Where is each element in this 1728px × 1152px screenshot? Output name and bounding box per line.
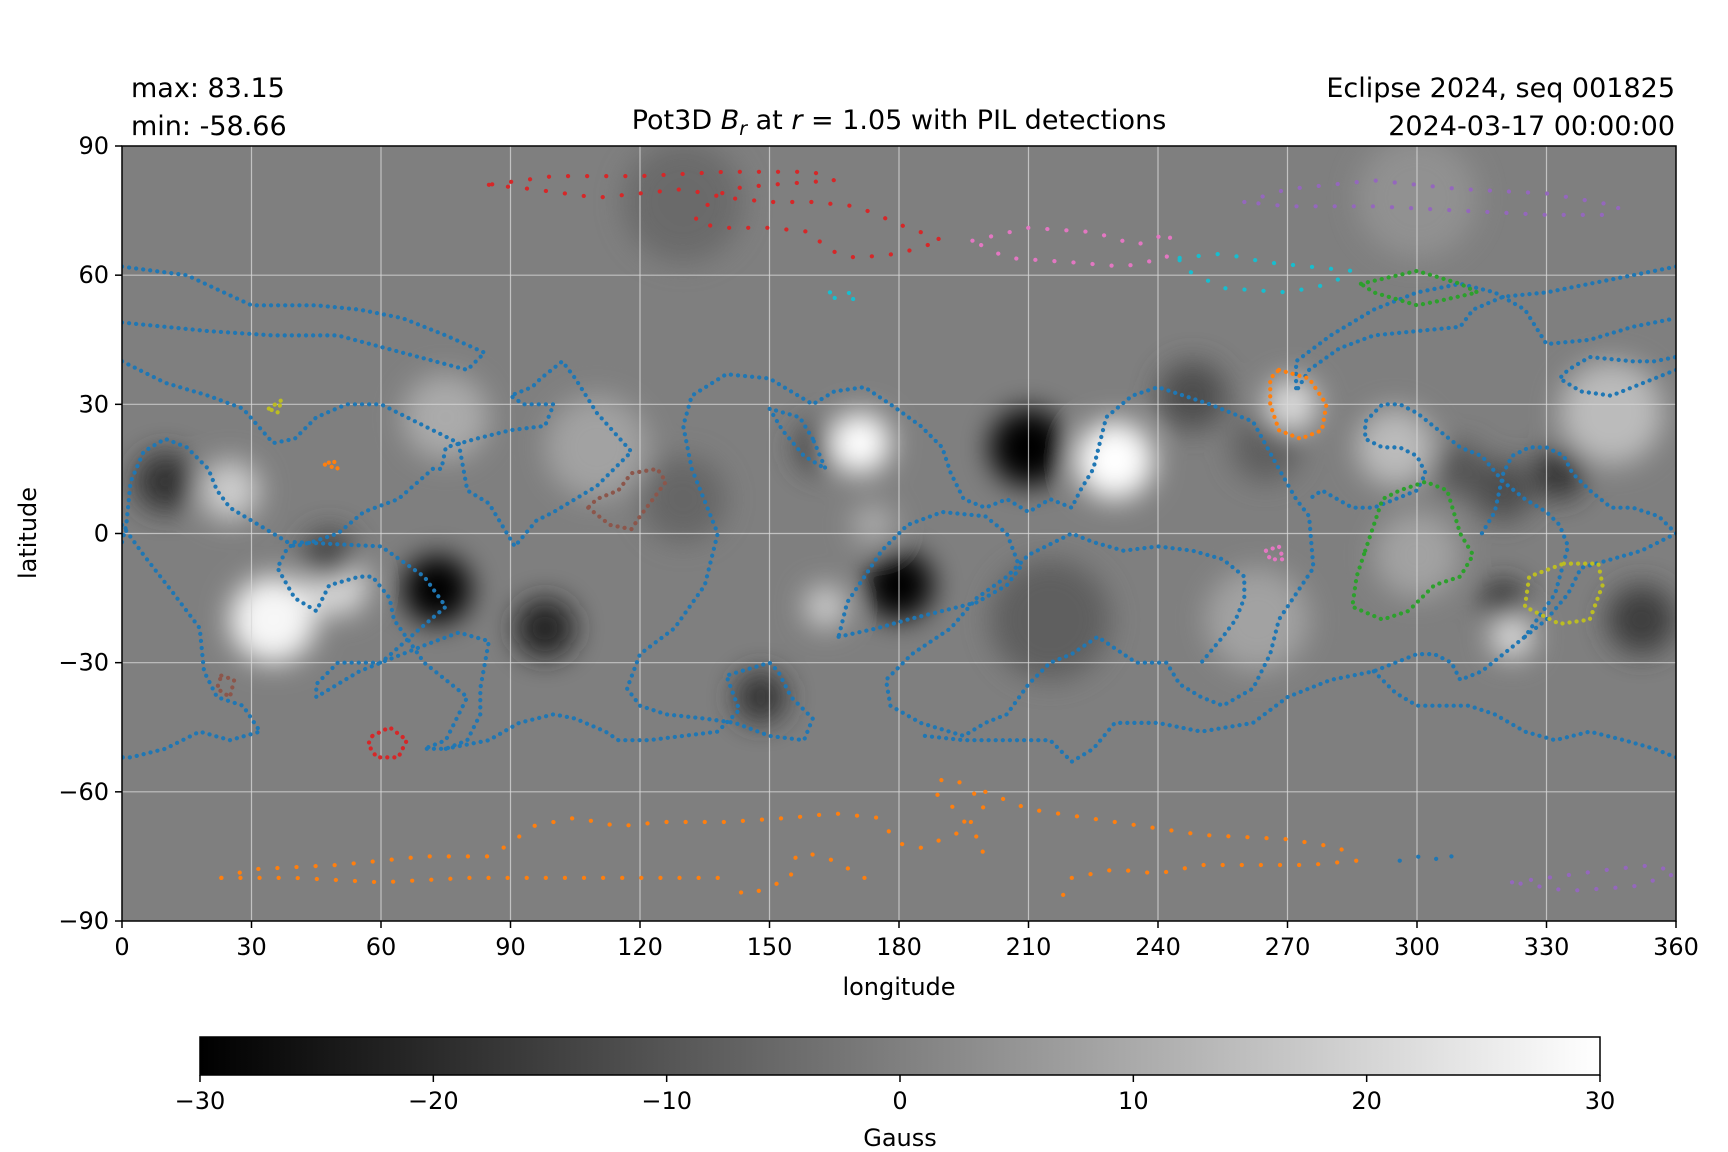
y-tick-label: −90 bbox=[58, 907, 109, 935]
field-blob bbox=[134, 451, 196, 513]
pil-contour bbox=[767, 406, 828, 471]
pil-contour bbox=[122, 522, 263, 760]
pil-contour bbox=[1522, 561, 1605, 626]
y-tick-label: 30 bbox=[78, 390, 109, 418]
min-readout: min: -58.66 bbox=[131, 111, 287, 142]
x-axis-label: longitude bbox=[842, 973, 955, 1001]
field-blob bbox=[1205, 567, 1310, 672]
pil-contour bbox=[1263, 544, 1286, 562]
title-rest: = 1.05 with PIL detections bbox=[802, 105, 1166, 136]
y-tick-label: 0 bbox=[94, 520, 109, 548]
field-blob bbox=[1490, 615, 1534, 659]
pil-contour bbox=[1479, 445, 1676, 639]
colorbar bbox=[199, 1036, 1601, 1076]
field-blob bbox=[804, 585, 848, 629]
colorbar-tick-label: −20 bbox=[408, 1087, 459, 1115]
pil-contour bbox=[443, 372, 1316, 751]
x-tick-label: 300 bbox=[1394, 933, 1440, 961]
y-axis-label: latitude bbox=[14, 487, 42, 579]
pil-contour bbox=[486, 169, 945, 260]
chart-title: Pot3D Br at r = 1.05 with PIL detections bbox=[632, 105, 1167, 140]
pil-detections bbox=[122, 169, 1676, 902]
pil-contour bbox=[219, 875, 729, 885]
x-tick-label: 150 bbox=[747, 933, 793, 961]
colorbar-tick-label: −30 bbox=[175, 1087, 226, 1115]
y-tick-label: 90 bbox=[78, 132, 109, 160]
y-axis-ticks: −90 −60 −30 0 30 60 90 bbox=[58, 132, 122, 935]
x-tick-label: 30 bbox=[236, 933, 267, 961]
field-blob bbox=[1481, 580, 1525, 624]
field-blob bbox=[1434, 443, 1487, 495]
field-blob bbox=[402, 554, 472, 625]
colorbar-tick-label: 0 bbox=[892, 1087, 907, 1115]
pil-contour bbox=[322, 458, 340, 471]
field-blob bbox=[1559, 361, 1664, 465]
x-tick-label: 180 bbox=[876, 933, 922, 961]
x-tick-label: 0 bbox=[114, 933, 129, 961]
y-tick-label: 60 bbox=[78, 261, 109, 289]
colorbar-tick-label: −10 bbox=[641, 1087, 692, 1115]
field-blob bbox=[545, 395, 649, 500]
field-blob bbox=[829, 412, 891, 474]
pil-contour bbox=[214, 673, 237, 700]
x-tick-label: 270 bbox=[1265, 933, 1311, 961]
colorbar-tick-label: 10 bbox=[1118, 1087, 1149, 1115]
colorbar-tick-label: 20 bbox=[1351, 1087, 1382, 1115]
pil-contour bbox=[122, 264, 487, 372]
y-tick-label: −60 bbox=[58, 778, 109, 806]
field-blob bbox=[1473, 460, 1534, 521]
colorbar-tick-label: 30 bbox=[1585, 1087, 1616, 1115]
pil-contour bbox=[275, 540, 491, 751]
pil-contour bbox=[1177, 251, 1355, 295]
pil-contour bbox=[1371, 669, 1676, 760]
field-blob bbox=[622, 146, 744, 263]
field-blob bbox=[1606, 585, 1676, 655]
x-tick-label: 360 bbox=[1653, 933, 1699, 961]
x-axis-ticks: 0 30 60 90 120 150 180 210 240 270 300 330 360 bbox=[114, 921, 1699, 961]
pil-contour bbox=[1268, 367, 1329, 441]
pil-contour bbox=[1358, 268, 1480, 308]
title-prefix: Pot3D bbox=[632, 105, 721, 136]
y-tick-label: −30 bbox=[58, 649, 109, 677]
x-tick-label: 60 bbox=[366, 933, 397, 961]
field-blob bbox=[199, 460, 261, 521]
x-tick-label: 240 bbox=[1135, 933, 1181, 961]
pil-contour bbox=[586, 466, 668, 532]
pil-contour bbox=[266, 397, 284, 415]
title-var: B bbox=[721, 105, 740, 136]
field-blob bbox=[1158, 361, 1228, 431]
grid bbox=[122, 146, 1676, 921]
title-mid: at bbox=[747, 105, 791, 136]
field-blob bbox=[851, 503, 895, 547]
pil-contour bbox=[365, 725, 409, 760]
pil-contour bbox=[1557, 354, 1676, 398]
field-blob bbox=[229, 576, 317, 663]
x-tick-label: 330 bbox=[1524, 933, 1570, 961]
x-tick-label: 120 bbox=[617, 933, 663, 961]
colorbar-label: Gauss bbox=[863, 1124, 937, 1152]
x-tick-label: 90 bbox=[495, 933, 526, 961]
title-sub: r bbox=[739, 118, 748, 140]
pil-contour bbox=[836, 509, 1022, 639]
title-r: r bbox=[791, 105, 804, 136]
x-tick-label: 210 bbox=[1006, 933, 1052, 961]
pil-contour bbox=[724, 850, 867, 898]
plot-area bbox=[122, 146, 1676, 921]
pil-contour bbox=[1350, 479, 1476, 622]
run-label: Eclipse 2024, seq 001825 bbox=[1326, 73, 1675, 104]
field-blob bbox=[1075, 421, 1154, 500]
pil-contour bbox=[122, 359, 634, 549]
max-readout: max: 83.15 bbox=[131, 73, 285, 104]
field-blob bbox=[989, 559, 1111, 681]
pil-contour bbox=[1509, 862, 1676, 893]
pil-contour bbox=[219, 776, 988, 880]
colorbar-ticks: −30 −20 −10 0 10 20 30 bbox=[175, 1075, 1616, 1115]
pil-contour bbox=[827, 290, 863, 304]
field-blob bbox=[734, 671, 787, 724]
field-blob bbox=[514, 598, 576, 659]
field-blob bbox=[402, 374, 489, 461]
datetime-label: 2024-03-17 00:00:00 bbox=[1388, 111, 1675, 142]
